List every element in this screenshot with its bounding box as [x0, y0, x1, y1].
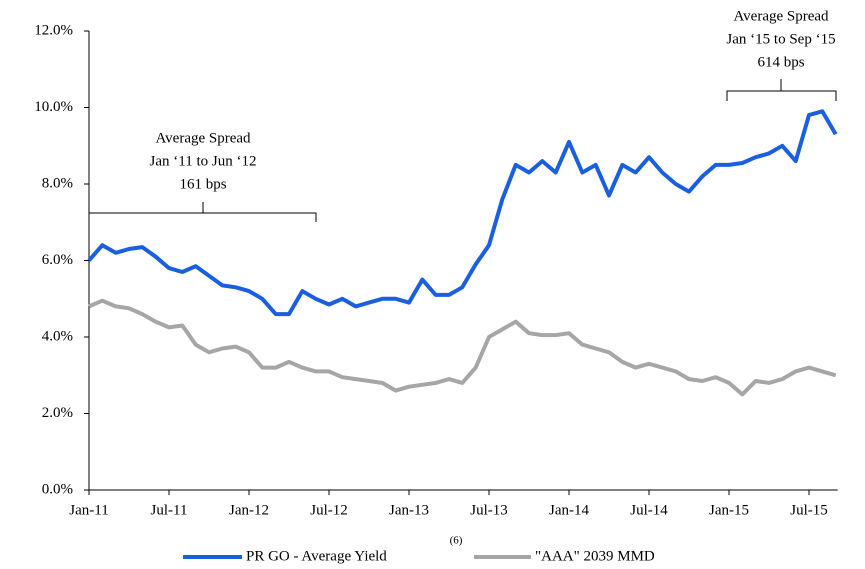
x-tick-label: Jan-12 — [229, 502, 269, 518]
annotation: Average Spread — [733, 8, 829, 24]
legend-label: "AAA" 2039 MMD — [535, 548, 655, 564]
annotation: Jan ‘15 to Sep ‘15 — [726, 31, 835, 47]
x-tick-label: Jul-15 — [790, 502, 828, 518]
y-tick-label: 4.0% — [42, 328, 73, 344]
x-tick-label: Jan-15 — [709, 502, 749, 518]
y-tick-label: 8.0% — [42, 175, 73, 191]
annotation: Jan ‘11 to Jun ‘12 — [150, 153, 257, 169]
series-line — [87, 109, 838, 317]
legend-label: PR GO - Average Yield — [246, 548, 387, 564]
y-tick-label: 6.0% — [42, 252, 73, 268]
x-tick-label: Jul-13 — [470, 502, 508, 518]
y-tick-label: 0.0% — [42, 481, 73, 497]
y-tick-label: 2.0% — [42, 405, 73, 421]
series-line — [88, 298, 837, 397]
x-tick-label: Jan-11 — [69, 502, 108, 518]
annotation: 161 bps — [179, 176, 226, 192]
annotation-bracket — [726, 79, 837, 101]
annotation: Average Spread — [155, 130, 251, 146]
y-tick-label: 12.0% — [34, 22, 73, 38]
annotation-bracket — [88, 202, 317, 222]
y-tick-label: 10.0% — [34, 99, 73, 115]
annotation: 614 bps — [757, 54, 804, 70]
x-tick-label: Jan-13 — [389, 502, 429, 518]
x-tick-label: Jul-12 — [310, 502, 348, 518]
x-tick-label: Jul-14 — [630, 502, 668, 518]
legend-footnote: (6) — [450, 535, 463, 547]
x-tick-label: Jan-14 — [549, 502, 589, 518]
x-tick-label: Jul-11 — [151, 502, 188, 518]
